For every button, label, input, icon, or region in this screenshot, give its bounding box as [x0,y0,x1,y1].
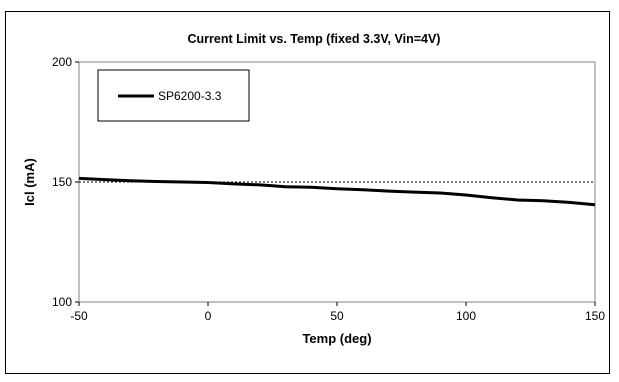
y-tick-label: 200 [52,55,72,69]
y-tick-label: 100 [52,295,72,309]
chart-frame: Current Limit vs. Temp (fixed 3.3V, Vin=… [5,11,610,374]
legend-label-sp6200: SP6200-3.3 [158,89,222,103]
x-axis-label: Temp (deg) [302,331,371,346]
y-tick-label: 150 [52,175,72,189]
chart-canvas: Current Limit vs. Temp (fixed 3.3V, Vin=… [6,12,611,375]
x-tick-label: 50 [330,309,344,323]
x-tick-label: 150 [585,309,605,323]
y-tick-layer: 100 150 200 [52,55,79,309]
x-tick-layer: -50 0 50 100 150 [70,302,605,323]
y-axis-label: Icl (mA) [22,158,37,206]
x-tick-label: -50 [70,309,88,323]
legend: SP6200-3.3 [98,70,249,121]
chart-title: Current Limit vs. Temp (fixed 3.3V, Vin=… [188,32,441,46]
x-tick-label: 100 [456,309,476,323]
x-tick-label: 0 [205,309,212,323]
